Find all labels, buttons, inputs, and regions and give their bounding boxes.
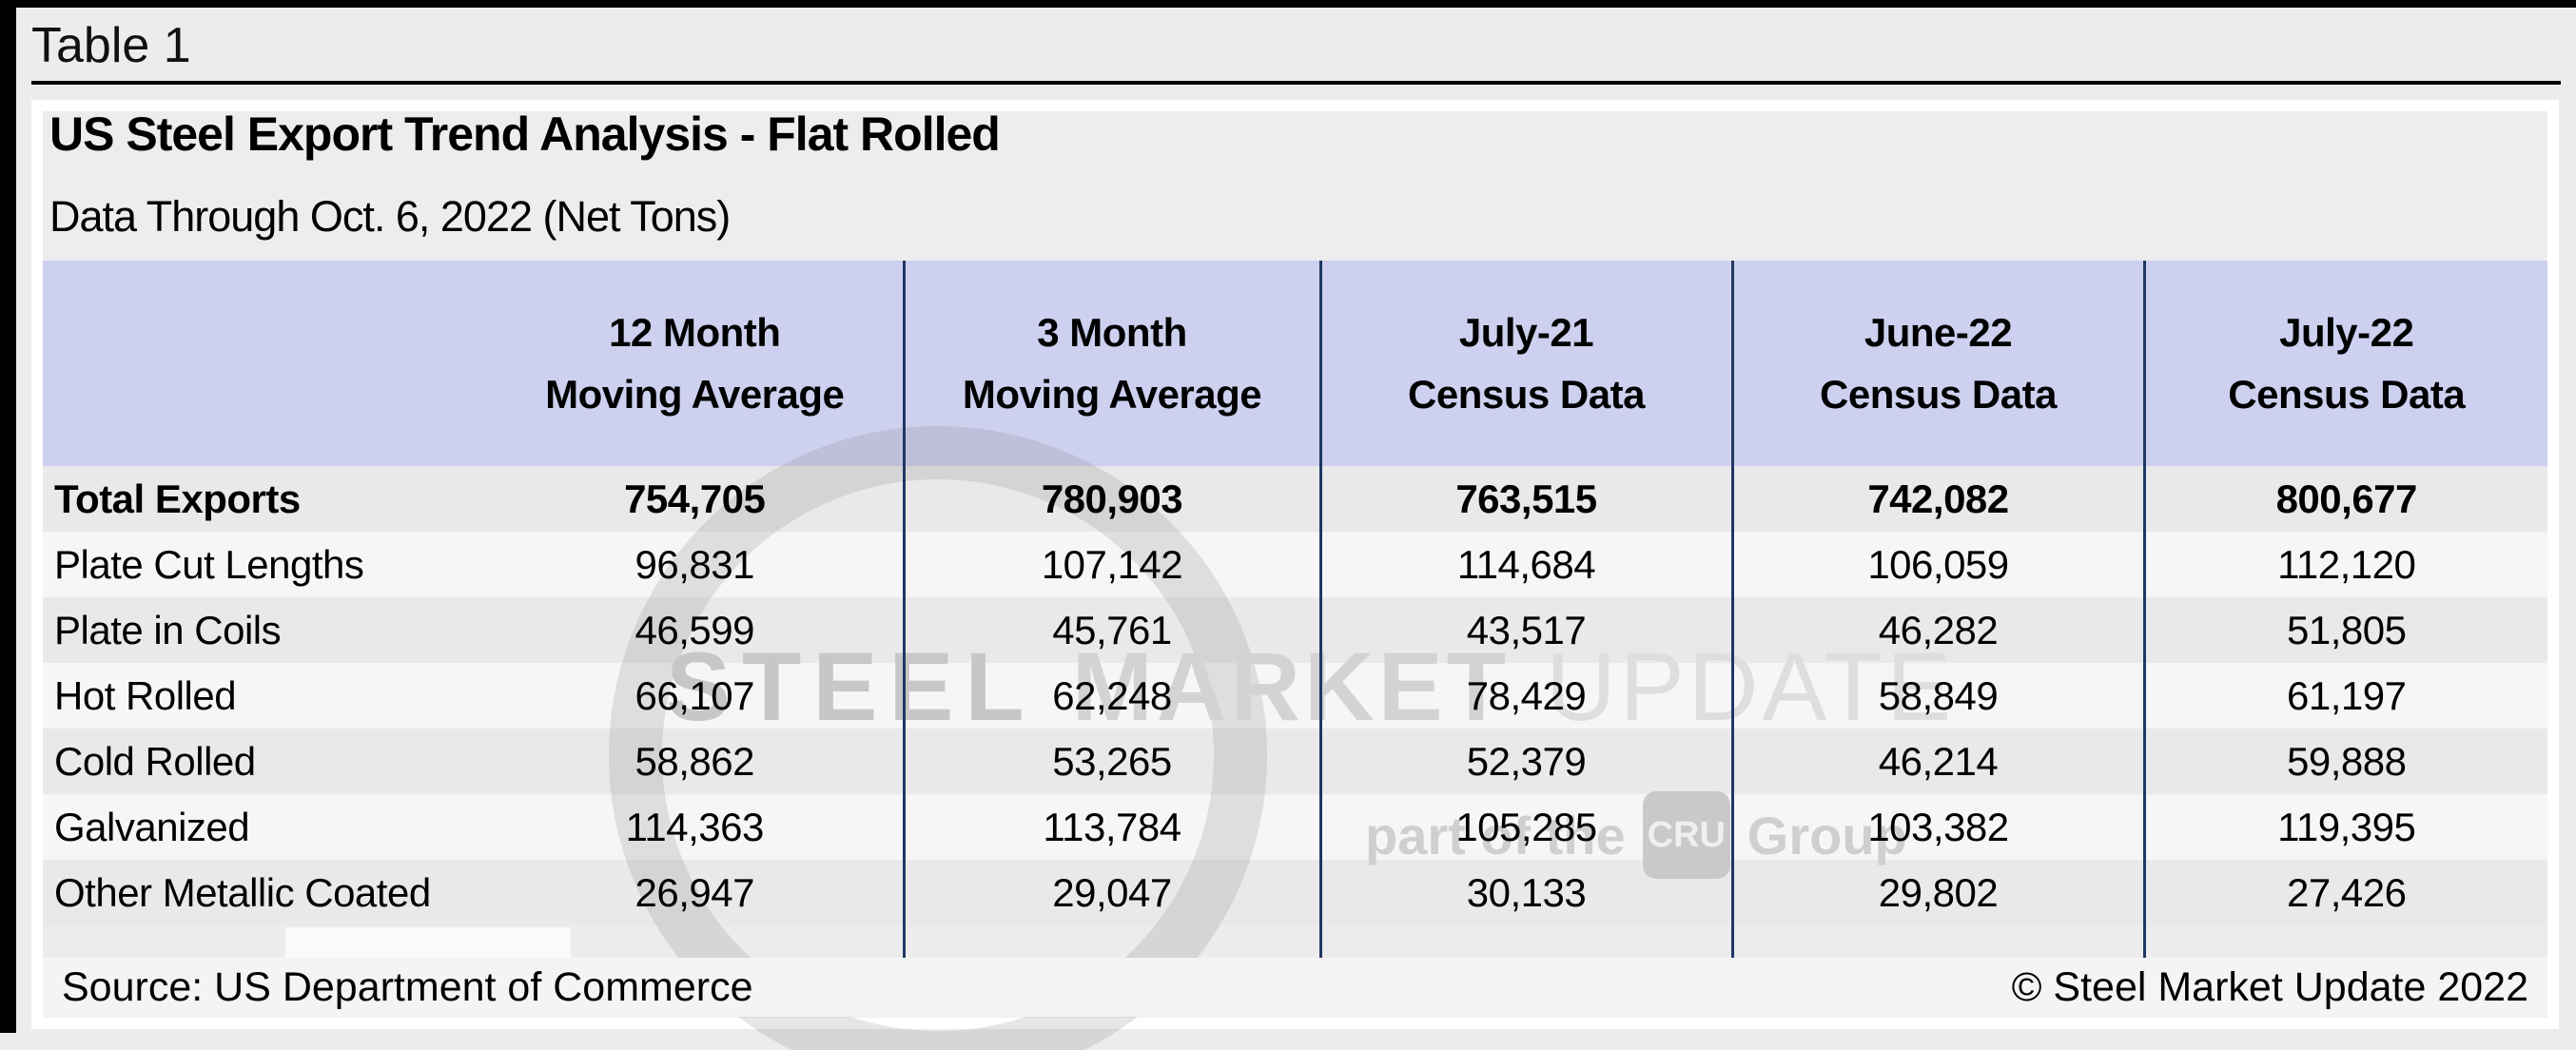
data-cell: 46,214 [1730, 729, 2144, 794]
data-cell: 763,515 [1318, 466, 1732, 532]
data-cell: 119,395 [2142, 794, 2547, 860]
table-row: Other Metallic Coated 26,947 29,047 30,1… [43, 860, 2547, 925]
data-cell: 107,142 [902, 532, 1320, 597]
data-cell: 114,363 [625, 804, 765, 849]
column-header-3mma: 3 Month Moving Average [902, 261, 1320, 466]
data-cell: 30,133 [1318, 860, 1732, 925]
data-cell: 58,862 [634, 738, 755, 784]
data-cell: 46,282 [1730, 597, 2144, 663]
row-label-cell: Plate Cut Lengths [54, 541, 364, 587]
copyright-note: © Steel Market Update 2022 [2011, 963, 2528, 1010]
page-subtitle: Data Through Oct. 6, 2022 (Net Tons) [49, 192, 731, 241]
data-cell: 29,047 [902, 860, 1320, 925]
table-row: Total Exports 754,705 780,903 763,515 74… [43, 466, 2547, 532]
row-label-cell: Hot Rolled [54, 672, 237, 718]
top-black-bar [0, 0, 2576, 8]
data-cell: 800,677 [2142, 466, 2547, 532]
source-note: Source: US Department of Commerce [62, 963, 753, 1010]
left-black-bar [0, 0, 16, 1033]
table-number-label: Table 1 [31, 18, 191, 73]
data-cell: 114,684 [1318, 532, 1732, 597]
data-cell: 53,265 [902, 729, 1320, 794]
footer-band: Source: US Department of Commerce © Stee… [43, 958, 2547, 1017]
column-header-jul22: July-22 Census Data [2142, 261, 2547, 466]
data-cell: 29,802 [1730, 860, 2144, 925]
row-label-cell: Cold Rolled [54, 738, 256, 784]
header-row: 12 Month Moving Average 3 Month Moving A… [43, 261, 2547, 466]
data-cell: 46,599 [634, 607, 755, 652]
table-row: Hot Rolled 66,107 62,248 78,429 58,849 6… [43, 663, 2547, 729]
column-header-jul21: July-21 Census Data [1318, 261, 1732, 466]
row-label-cell: Galvanized [54, 804, 250, 849]
data-cell: 780,903 [902, 466, 1320, 532]
data-cell: 106,059 [1730, 532, 2144, 597]
data-cell: 113,784 [902, 794, 1320, 860]
row-label-cell: Other Metallic Coated [54, 869, 431, 915]
data-cell: 26,947 [634, 869, 755, 915]
data-cell: 58,849 [1730, 663, 2144, 729]
data-cell: 66,107 [634, 672, 755, 718]
horizontal-rule [31, 81, 2561, 85]
table-row: Galvanized 114,363 113,784 105,285 103,3… [43, 794, 2547, 860]
data-cell: 52,379 [1318, 729, 1732, 794]
export-data-table: 12 Month Moving Average 3 Month Moving A… [43, 261, 2547, 958]
data-cell: 43,517 [1318, 597, 1732, 663]
data-cell: 45,761 [902, 597, 1320, 663]
row-label-cell: Total Exports [54, 476, 301, 521]
data-cell: 103,382 [1730, 794, 2144, 860]
data-cell: 62,248 [902, 663, 1320, 729]
data-cell: 96,831 [634, 541, 755, 587]
data-cell: 754,705 [624, 476, 766, 521]
column-header-blank [43, 261, 487, 466]
filler-row [43, 925, 2547, 958]
data-cell: 105,285 [1318, 794, 1732, 860]
data-cell: 59,888 [2142, 729, 2547, 794]
data-cell: 112,120 [2142, 532, 2547, 597]
data-cell: 742,082 [1730, 466, 2144, 532]
row-label-cell: Plate in Coils [54, 607, 282, 652]
data-cell: 27,426 [2142, 860, 2547, 925]
page-title: US Steel Export Trend Analysis - Flat Ro… [49, 107, 1001, 161]
data-cell: 61,197 [2142, 663, 2547, 729]
column-header-12mma: 12 Month Moving Average [545, 309, 845, 417]
data-cell: 51,805 [2142, 597, 2547, 663]
data-cell: 78,429 [1318, 663, 1732, 729]
table-row: Cold Rolled 58,862 53,265 52,379 46,214 … [43, 729, 2547, 794]
table-row: Plate Cut Lengths 96,831 107,142 114,684… [43, 532, 2547, 597]
table-row: Plate in Coils 46,599 45,761 43,517 46,2… [43, 597, 2547, 663]
column-header-jun22: June-22 Census Data [1730, 261, 2144, 466]
